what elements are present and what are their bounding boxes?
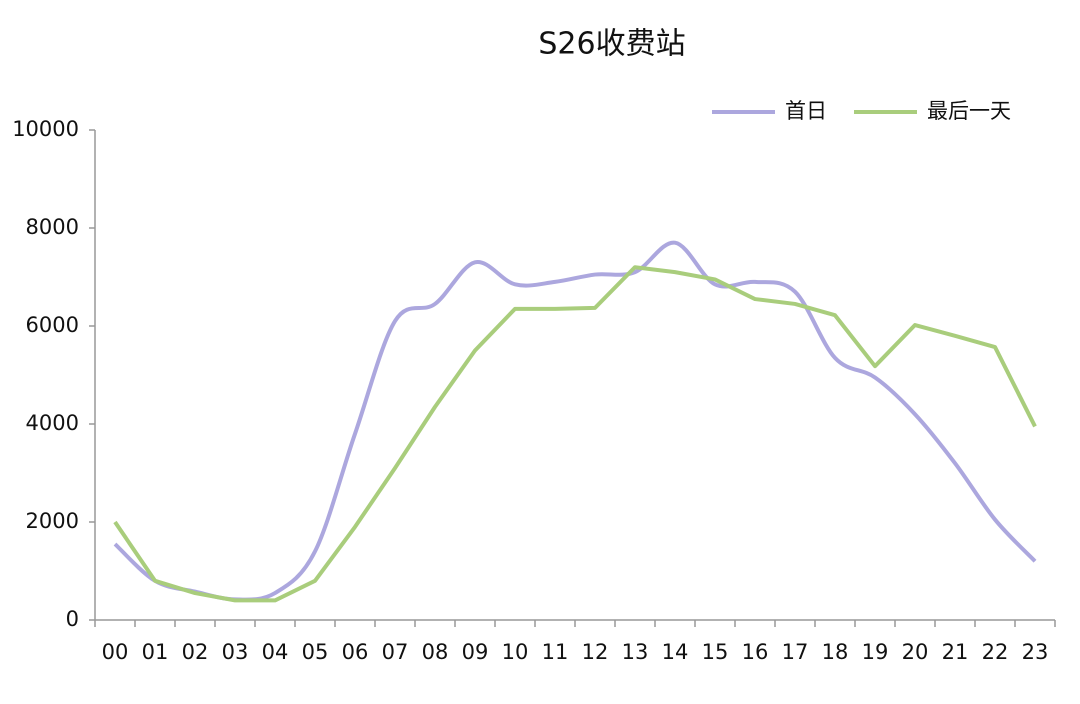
x-tick-label: 23	[1022, 640, 1049, 664]
x-tick-label: 08	[422, 640, 449, 664]
y-tick-label: 6000	[26, 313, 79, 337]
x-tick-label: 12	[582, 640, 609, 664]
x-tick-label: 06	[342, 640, 369, 664]
y-tick-label: 8000	[26, 215, 79, 239]
series-line	[113, 240, 1037, 602]
x-tick-label: 14	[662, 640, 689, 664]
y-tick-label: 10000	[12, 117, 79, 141]
x-tick-label: 10	[502, 640, 529, 664]
x-tick-label: 00	[102, 640, 129, 664]
x-tick-label: 18	[822, 640, 849, 664]
x-tick-label: 03	[222, 640, 249, 664]
chart-title: S26收费站	[538, 27, 685, 62]
series-line	[113, 265, 1037, 603]
y-tick-label: 0	[66, 607, 79, 631]
x-tick-label: 17	[782, 640, 809, 664]
y-tick-label: 4000	[26, 411, 79, 435]
x-tick-label: 09	[462, 640, 489, 664]
x-tick-label: 21	[942, 640, 969, 664]
x-tick-label: 13	[622, 640, 649, 664]
x-tick-label: 01	[142, 640, 169, 664]
x-tick-label: 19	[862, 640, 889, 664]
x-tick-label: 02	[182, 640, 209, 664]
x-tick-label: 16	[742, 640, 769, 664]
x-tick-label: 15	[702, 640, 729, 664]
y-tick-label: 2000	[26, 509, 79, 533]
x-tick-label: 11	[542, 640, 569, 664]
x-tick-label: 07	[382, 640, 409, 664]
x-tick-label: 04	[262, 640, 289, 664]
legend-label: 最后一天	[927, 99, 1011, 123]
x-tick-label: 22	[982, 640, 1009, 664]
legend-label: 首日	[785, 99, 827, 123]
x-tick-label: 05	[302, 640, 329, 664]
x-tick-label: 20	[902, 640, 929, 664]
